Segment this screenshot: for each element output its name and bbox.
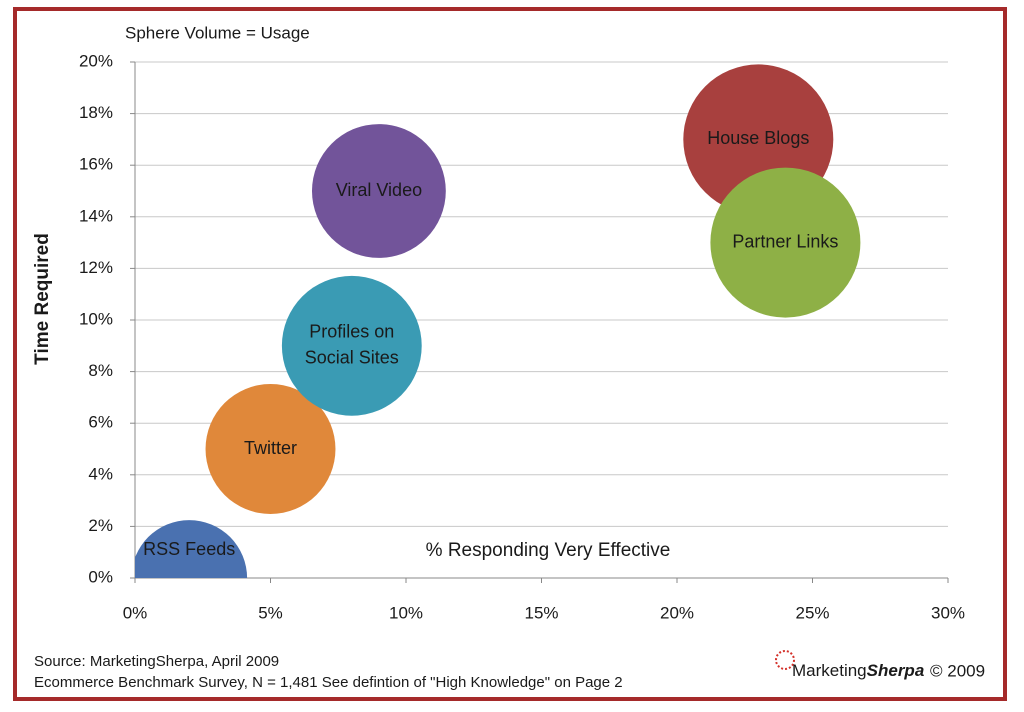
bubble-label: Partner Links	[732, 231, 838, 251]
source-line: Ecommerce Benchmark Survey, N = 1,481 Se…	[34, 674, 623, 691]
x-tick-label: 30%	[931, 603, 965, 622]
source-line: Source: MarketingSherpa, April 2009	[34, 653, 279, 670]
frame	[13, 7, 1007, 701]
y-tick-label: 20%	[79, 51, 113, 70]
bubble	[205, 384, 336, 514]
bubble-label: RSS Feeds	[143, 539, 235, 559]
bubbles	[135, 64, 861, 578]
x-tick-label: 20%	[660, 603, 694, 622]
x-tick-label: 10%	[389, 603, 423, 622]
y-tick-label: 4%	[88, 464, 113, 483]
y-tick-label: 18%	[79, 103, 113, 122]
bubble	[311, 124, 446, 258]
bubble	[710, 167, 861, 318]
y-tick-label: 6%	[88, 413, 113, 432]
logo: MarketingSherpa © 2009	[775, 650, 985, 680]
bubble	[135, 520, 248, 578]
y-tick-label: 14%	[79, 206, 113, 225]
y-tick-label: 2%	[88, 516, 113, 535]
logo-text: MarketingSherpa	[792, 661, 924, 680]
bubble-labels: RSS Feeds Twitter Profiles on Social Sites V…	[143, 128, 838, 559]
chart-note: Sphere Volume = Usage	[125, 23, 310, 42]
y-tick-label: 0%	[88, 567, 113, 586]
x-tick-label: 15%	[524, 603, 558, 622]
y-tick-label: 10%	[79, 309, 113, 328]
y-axis-title: Time Required	[32, 233, 53, 365]
bubble-label: Twitter	[244, 438, 297, 458]
logo-icon	[775, 650, 795, 670]
y-tick-label: 12%	[79, 258, 113, 277]
y-tick-label: 16%	[79, 155, 113, 174]
bubble-label: House Blogs	[707, 128, 809, 148]
copyright: © 2009	[930, 661, 985, 680]
x-axis-title: % Responding Very Effective	[426, 540, 671, 561]
y-tick-label: 8%	[88, 361, 113, 380]
bubble-label: Social Sites	[305, 348, 399, 368]
x-tick-label: 0%	[123, 603, 148, 622]
x-tick-label: 25%	[795, 603, 829, 622]
bubble-label: Profiles on	[309, 322, 394, 342]
bubble-label: Viral Video	[336, 180, 422, 200]
bubble	[281, 275, 422, 416]
logo-part: Sherpa	[867, 661, 925, 680]
x-tick-label: 5%	[258, 603, 283, 622]
logo-part: Marketing	[792, 661, 867, 680]
